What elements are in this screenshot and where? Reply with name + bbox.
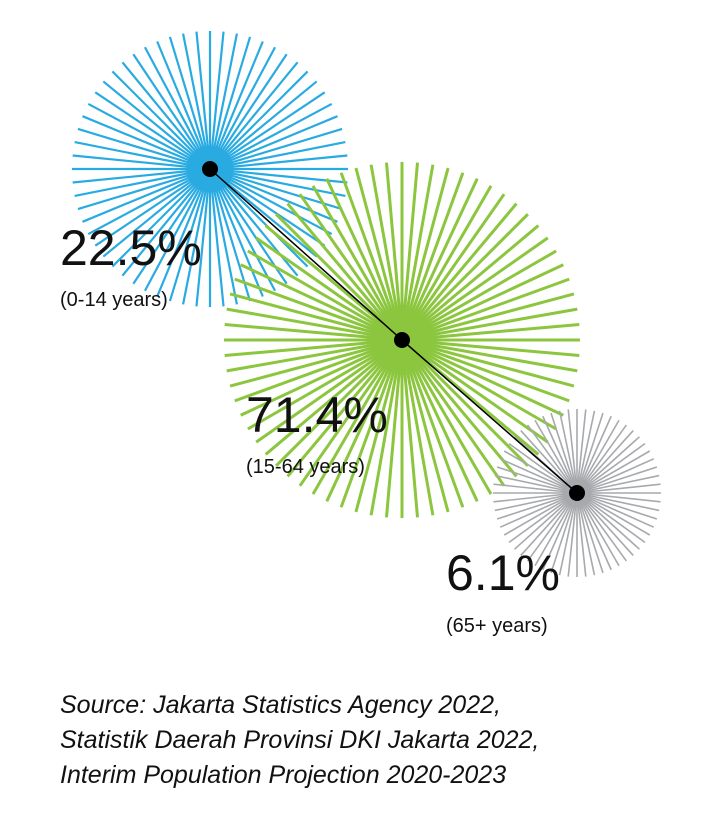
connector-line-2 xyxy=(401,339,578,494)
value-label-65-plus: 6.1% xyxy=(446,545,560,601)
value-label-15-64: 71.4% xyxy=(246,387,388,443)
source-line-3: Interim Population Projection 2020-2023 xyxy=(60,761,507,789)
value-label-0-14: 22.5% xyxy=(60,220,202,276)
center-dot-15-64 xyxy=(394,332,410,348)
source-note: Source: Jakarta Statistics Agency 2022, … xyxy=(60,688,700,793)
center-dot-65-plus xyxy=(569,485,585,501)
group-label-65-plus: (65+ years) xyxy=(446,615,548,637)
group-label-15-64: (15-64 years) xyxy=(246,456,365,478)
population-age-chart: 22.5% (0-14 years) 71.4% (15-64 years) 6… xyxy=(60,31,661,637)
source-line-1: Source: Jakarta Statistics Agency 2022, xyxy=(60,691,501,719)
center-dot-0-14 xyxy=(202,161,218,177)
source-line-2: Statistik Daerah Provinsi DKI Jakarta 20… xyxy=(60,726,540,754)
bubble-0-14 xyxy=(72,31,348,307)
group-label-0-14: (0-14 years) xyxy=(60,289,168,311)
connector-line-1 xyxy=(209,168,403,341)
bubble-65-plus xyxy=(493,409,661,577)
